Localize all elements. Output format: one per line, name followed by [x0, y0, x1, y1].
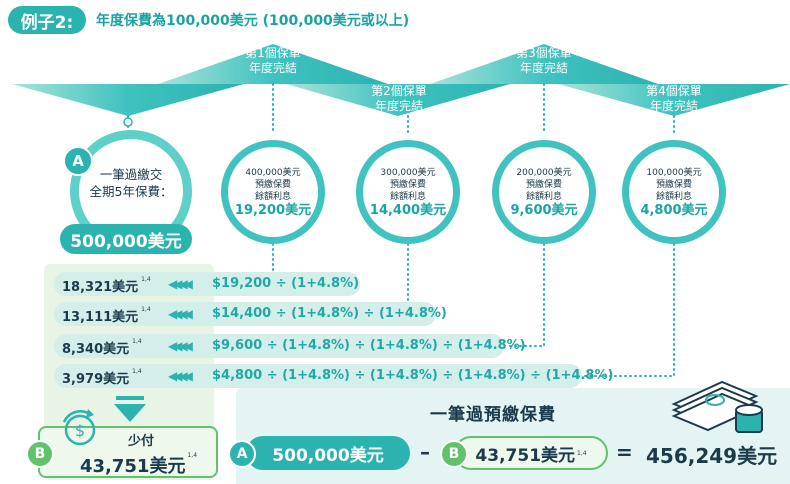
chevrons-icon: ◀◀◀◀ — [168, 369, 193, 383]
prepayment-title: 一筆過預繳保費 — [430, 405, 556, 425]
chevrons-icon: ◀◀◀◀ — [168, 277, 193, 291]
a-badge: A — [228, 440, 256, 468]
year-2-triangle — [286, 84, 510, 116]
discount-row-2 — [54, 302, 436, 326]
discount-row-2-formula: $14,400 ÷ (1+4.8%) ÷ (1+4.8%) — [212, 306, 447, 321]
year-1-label: 第1個保單 年度完結 — [245, 46, 301, 75]
single-payment-text: 一筆過繳交 全期5年保費： — [89, 167, 173, 199]
b-badge: B — [440, 440, 468, 468]
interest-circle-year-1: 400,000美元 預繳保費 餘額利息 19,200美元 — [221, 140, 325, 244]
refund-dollar-icon: $ — [62, 409, 96, 446]
discount-row-3 — [54, 334, 504, 358]
b-badge: B — [26, 440, 54, 468]
money-stack-icon — [671, 380, 763, 433]
year-1-triangle — [158, 44, 388, 84]
prepayment-a-amount: 500,000美元 — [246, 436, 410, 470]
chevrons-icon: ◀◀◀◀ — [168, 307, 193, 321]
interest-circle-year-2: 300,000美元 預繳保費 餘額利息 14,400美元 — [356, 140, 460, 244]
prepayment-result: 456,249美元 — [646, 444, 778, 468]
svg-text:$: $ — [75, 421, 85, 440]
discount-row-3-value: 8,340美元1,4 — [62, 338, 142, 357]
interest-circle-year-3: 200,000美元 預繳保費 餘額利息 9,600美元 — [492, 140, 596, 244]
year-3-triangle — [430, 44, 658, 84]
year-start-triangle — [12, 84, 244, 116]
discount-row-4-value: 3,979美元1,4 — [62, 368, 142, 387]
discount-row-1-value: 18,321美元1,4 — [62, 276, 151, 295]
chevrons-icon: ◀◀◀◀ — [168, 339, 193, 353]
year-2-label: 第2個保單 年度完結 — [371, 84, 427, 113]
year-4-triangle — [558, 84, 790, 116]
prepayment-b-amount: 43,751美元 1,4 — [454, 436, 608, 470]
equals-sign: = — [616, 440, 633, 464]
discount-row-4-formula: $4,800 ÷ (1+4.8%) ÷ (1+4.8%) ÷ (1+4.8%) … — [212, 368, 614, 383]
discount-row-1-formula: $19,200 ÷ (1+4.8%) — [212, 276, 360, 291]
interest-circle-year-4: 100,000美元 預繳保費 餘額利息 4,800美元 — [622, 140, 726, 244]
year-4-label: 第4個保單 年度完結 — [646, 84, 702, 113]
discount-label: 少付 — [128, 434, 155, 449]
minus-sign: – — [420, 440, 430, 464]
year-3-label: 第3個保單 年度完結 — [516, 46, 572, 75]
discount-row-2-value: 13,111美元1,4 — [62, 306, 151, 325]
example-label: 例子2: — [8, 6, 86, 34]
discount-amount: 43,751美元1,4 — [80, 452, 198, 477]
down-arrow-icon — [114, 396, 146, 422]
single-payment-amount: 500,000美元 — [60, 224, 192, 254]
example-description: 年度保費為100,000美元 (100,000美元或以上) — [96, 13, 410, 29]
discount-row-4 — [54, 364, 582, 388]
discount-row-3-formula: $9,600 ÷ (1+4.8%) ÷ (1+4.8%) ÷ (1+4.8%) — [212, 338, 526, 353]
a-badge: A — [63, 146, 93, 176]
discount-row-1 — [54, 272, 360, 296]
